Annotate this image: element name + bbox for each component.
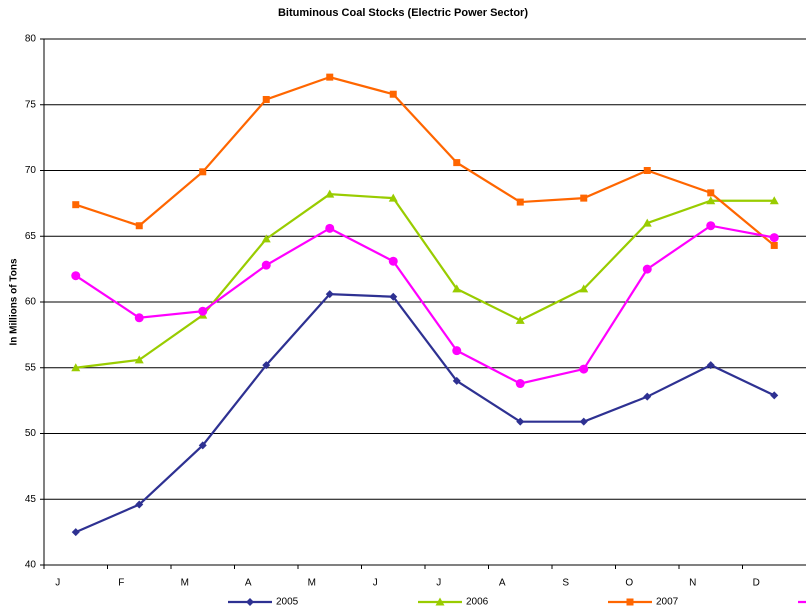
x-tick-label: F xyxy=(118,578,124,589)
y-tick-label: 50 xyxy=(25,428,37,439)
legend-label: 2006 xyxy=(466,597,489,608)
x-tick-label: D xyxy=(753,578,760,589)
y-tick-label: 60 xyxy=(25,297,37,308)
data-point xyxy=(643,167,651,174)
data-point xyxy=(770,241,778,249)
data-point xyxy=(579,364,589,374)
legend-marker xyxy=(435,597,445,606)
data-point xyxy=(135,222,143,230)
data-point xyxy=(516,198,524,206)
data-point xyxy=(707,189,715,197)
x-tick-label: N xyxy=(689,578,696,589)
data-point xyxy=(134,313,144,323)
data-point xyxy=(515,379,525,389)
data-point xyxy=(770,391,779,400)
data-point xyxy=(769,233,779,243)
data-point xyxy=(642,218,652,227)
data-point xyxy=(199,168,207,176)
data-point xyxy=(579,417,588,426)
data-point xyxy=(262,95,270,103)
x-tick-label: J xyxy=(436,578,441,589)
data-point xyxy=(452,284,462,293)
data-point xyxy=(452,346,462,356)
legend-marker xyxy=(246,598,254,606)
data-point xyxy=(134,355,144,364)
x-tick-label: S xyxy=(562,578,569,589)
data-point xyxy=(580,194,588,202)
x-tick-label: O xyxy=(625,578,633,589)
data-point xyxy=(706,361,715,370)
data-point xyxy=(72,201,80,209)
y-tick-label: 55 xyxy=(25,362,37,373)
x-tick-label: J xyxy=(55,578,60,589)
data-point xyxy=(453,159,461,167)
legend-marker xyxy=(626,598,634,606)
series-line xyxy=(75,193,775,369)
data-point xyxy=(198,441,207,450)
y-tick-label: 70 xyxy=(25,165,37,176)
data-point xyxy=(643,392,652,401)
x-tick-label: M xyxy=(181,578,189,589)
data-point xyxy=(389,90,397,98)
data-point xyxy=(261,260,271,270)
data-point xyxy=(388,193,398,202)
y-axis-label: In Millions of Tons xyxy=(9,258,20,345)
data-point xyxy=(325,223,335,233)
data-point xyxy=(706,221,716,231)
series-line xyxy=(75,292,775,534)
data-point xyxy=(642,264,652,274)
y-tick-label: 40 xyxy=(25,560,37,571)
data-point xyxy=(135,500,144,509)
data-point xyxy=(198,306,208,316)
data-point xyxy=(515,315,525,324)
x-tick-label: M xyxy=(308,578,316,589)
data-point xyxy=(326,73,334,81)
data-point xyxy=(71,528,80,537)
data-point xyxy=(325,189,335,198)
legend-label: 2007 xyxy=(656,597,679,608)
legend-label: 2005 xyxy=(276,597,299,608)
data-point xyxy=(579,284,589,293)
data-point xyxy=(262,361,271,370)
x-tick-label: J xyxy=(373,578,378,589)
y-tick-label: 45 xyxy=(25,494,37,505)
chart-title: Bituminous Coal Stocks (Electric Power S… xyxy=(278,7,528,19)
y-tick-label: 75 xyxy=(25,99,37,110)
y-tick-label: 65 xyxy=(25,231,37,242)
series-line xyxy=(75,224,775,385)
data-point xyxy=(71,363,81,372)
x-tick-label: A xyxy=(245,578,252,589)
data-point xyxy=(769,196,779,205)
data-point xyxy=(389,292,398,301)
x-tick-label: A xyxy=(499,578,506,589)
series-line xyxy=(75,75,775,247)
data-point xyxy=(261,234,271,243)
data-point xyxy=(325,290,334,299)
y-tick-label: 80 xyxy=(25,34,37,45)
data-point xyxy=(388,256,398,266)
data-point xyxy=(452,376,461,385)
data-point xyxy=(71,271,81,281)
data-point xyxy=(706,196,716,205)
data-point xyxy=(516,417,525,426)
